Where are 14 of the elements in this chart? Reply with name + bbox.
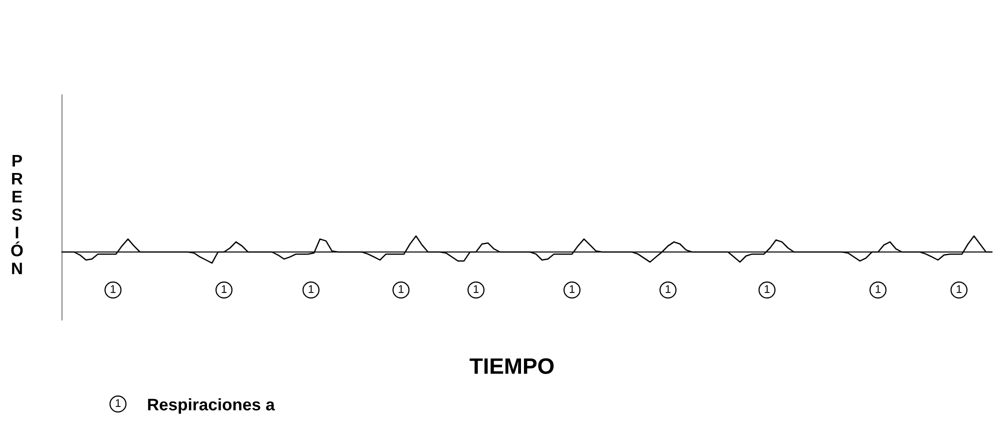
text: 1 [222,285,227,293]
y-axis-title: PRESIÓN [11,154,23,274]
text: Respiraciones a [148,398,275,414]
text: 1 [570,285,575,293]
text: 1 [876,285,881,293]
text: 1 [474,285,479,293]
text: 1 [764,285,770,293]
text: 1 [116,399,121,407]
text: 1 [398,285,404,293]
text: 1 [956,285,962,293]
text: 1 [110,285,116,293]
text: 1 [308,285,314,293]
text: 1 [666,285,671,293]
x-axis-title: TIEMPO [470,358,554,374]
